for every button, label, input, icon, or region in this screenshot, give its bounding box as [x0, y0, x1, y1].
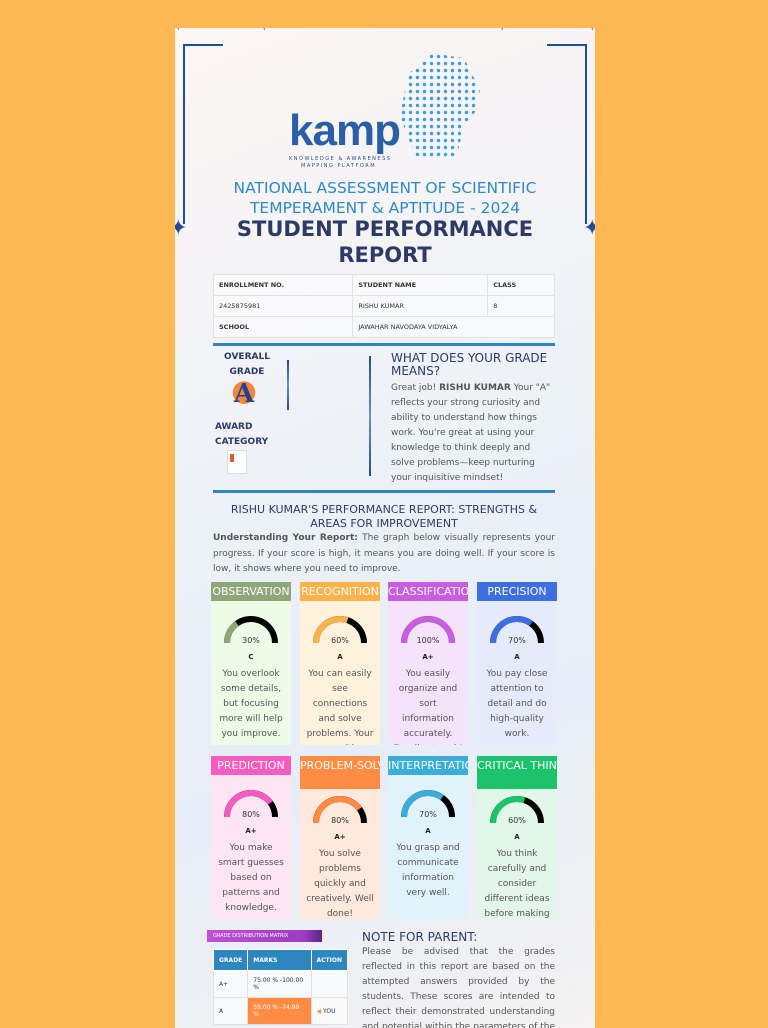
- skill-gauge: 80%: [224, 790, 278, 819]
- skill-name: CRITICAL THINKING: [477, 756, 557, 789]
- performance-heading: RISHU KUMAR'S PERFORMANCE REPORT: STRENG…: [230, 503, 538, 530]
- skill-name: CLASSIFICATION: [388, 582, 468, 601]
- student-name-value: RISHU KUMAR: [352, 295, 489, 317]
- skill-grade: A: [425, 827, 431, 835]
- overall-grade-label: OVERALL GRADE: [224, 352, 270, 377]
- gauge-label: 60%: [331, 636, 349, 645]
- student-info-table: ENROLLMENT NO. STUDENT NAME CLASS 24258759…: [212, 274, 555, 338]
- gauge-label: 30%: [242, 636, 260, 645]
- skill-description: You solve problems quickly and creativel…: [306, 849, 374, 919]
- star-ornament-icon: ✦: [583, 28, 595, 36]
- gauge-fill: [401, 616, 455, 644]
- kamp-logo: kamp KNOWLEDGE & AWARENESS MAPPING PLATF…: [289, 106, 489, 170]
- skill-grade: A+: [422, 653, 434, 661]
- school-value: JAWAHAR NAVODAYA VIDYALYA: [352, 316, 555, 338]
- class-value: 8: [487, 295, 555, 317]
- grade-meaning-heading: WHAT DOES YOUR GRADE MEANS?: [391, 351, 548, 378]
- skill-description: You make smart guesses based on patterns…: [218, 843, 284, 913]
- gauge-fill: [313, 616, 349, 644]
- overall-grade-badge: A: [231, 380, 257, 408]
- skill-card-classification: CLASSIFICATION 100% A+ You easily organi…: [388, 582, 468, 745]
- logo-tagline: KNOWLEDGE & AWARENESS: [289, 156, 392, 162]
- star-ornament-icon: ✦: [583, 216, 595, 241]
- award-certificate-icon: [227, 450, 247, 474]
- note-heading: NOTE FOR PARENT:: [362, 930, 478, 944]
- enrollment-value: 2425875981: [212, 295, 354, 317]
- pointer-left-icon: ◀: [316, 1007, 324, 1015]
- skill-description: You overlook some details, but focusing …: [219, 669, 283, 739]
- skill-description: You pay close attention to detail and do…: [486, 669, 548, 739]
- gauge-fill: [490, 796, 526, 824]
- frame-corner: [547, 44, 587, 224]
- skill-card-interpretation: INTERPRETATION 70% A You grasp and commu…: [388, 756, 468, 919]
- gauge-fill: [224, 790, 273, 818]
- skill-name: PRECISION: [477, 582, 557, 601]
- grade-matrix-title: GRADE DISTRIBUTION MATRIX: [207, 930, 322, 942]
- skill-name: RECOGNITION: [300, 582, 380, 601]
- report-title: STUDENT PERFORMANCE REPORT: [236, 217, 534, 267]
- grade-distribution-table: GRADE MARKS ACTION A+ 75.00 % -100.00 % A 59…: [212, 949, 348, 1025]
- skill-name: PREDICTION: [211, 756, 291, 775]
- skill-gauge: 80%: [313, 796, 367, 825]
- divider-ornament: [369, 356, 371, 476]
- skill-description: You think carefully and consider differe…: [484, 849, 550, 919]
- table-row: A+ 75.00 % -100.00 %: [212, 970, 348, 998]
- skill-grade: A+: [245, 827, 257, 835]
- skill-description: You easily organize and sort information…: [393, 669, 462, 745]
- gauge-fill: [490, 616, 533, 644]
- note-text: Please be advised that the grades reflec…: [362, 947, 555, 1028]
- divider: [213, 343, 555, 346]
- skill-name: OBSERVATION: [211, 582, 291, 601]
- skill-card-prediction: PREDICTION 80% A+ You make smart guesses…: [211, 756, 291, 919]
- gauge-label: 80%: [242, 810, 260, 819]
- skill-grade: C: [248, 653, 254, 661]
- logo-tagline: MAPPING PLATFORM: [301, 163, 377, 169]
- skill-card-critical-thinking: CRITICAL THINKING 60% A You think carefu…: [477, 756, 557, 919]
- skill-gauge: 70%: [490, 616, 544, 645]
- gauge-fill: [313, 796, 362, 824]
- gauge-fill: [401, 790, 444, 818]
- gauge-label: 70%: [419, 810, 437, 819]
- star-ornament-icon: ✦: [175, 216, 188, 241]
- gauge-label: 70%: [508, 636, 526, 645]
- skill-card-precision: PRECISION 70% A You pay close attention …: [477, 582, 557, 745]
- skill-gauge: 60%: [490, 796, 544, 825]
- frame-corner: [183, 44, 223, 224]
- star-ornament-icon: ✦: [493, 28, 511, 36]
- star-ornament-icon: ✦: [255, 28, 273, 36]
- gauge-label: 60%: [508, 816, 526, 825]
- skill-name: INTERPRETATION: [388, 756, 468, 775]
- divider: [213, 490, 555, 493]
- skill-gauge: 100%: [401, 616, 455, 645]
- skill-card-problem-solving: PROBLEM-SOLVING 80% A+ You solve problem…: [300, 756, 380, 919]
- star-ornament-icon: ✦: [175, 28, 187, 36]
- award-category-label: AWARD CATEGORY: [215, 422, 269, 447]
- skill-description: You can easily see connections and solve…: [306, 669, 374, 745]
- skill-grade: A: [337, 653, 343, 661]
- logo-word: kamp: [289, 106, 401, 155]
- skill-card-recognition: RECOGNITION 60% A You can easily see con…: [300, 582, 380, 745]
- gauge-label: 100%: [417, 636, 440, 645]
- assessment-title: NATIONAL ASSESSMENT OF SCIENTIFIC TEMPERA…: [233, 179, 537, 217]
- grade-meaning-text: Great job! RISHU KUMAR Your "A" reflects…: [391, 383, 551, 483]
- report-sheet: ✦ ✦ ✦ ✦ ✦ ✦ kamp KNOWLEDGE & AWARENESS M…: [175, 28, 595, 1028]
- skill-gauge: 30%: [224, 616, 278, 645]
- gauge-label: 80%: [331, 816, 349, 825]
- skill-card-observation: OBSERVATION 30% C You overlook some deta…: [211, 582, 291, 745]
- skill-description: You grasp and communicate information ve…: [396, 843, 460, 898]
- skill-name: PROBLEM-SOLVING: [300, 756, 380, 789]
- skill-gauge: 70%: [401, 790, 455, 819]
- skill-grade: A: [514, 653, 520, 661]
- skill-gauge: 60%: [313, 616, 367, 645]
- skill-grade: A: [514, 833, 520, 841]
- gauge-fill: [224, 621, 239, 644]
- divider-ornament: [287, 360, 289, 410]
- performance-intro: Understanding Your Report: The graph bel…: [213, 533, 555, 574]
- table-row: A 59.00 % -74.99 % ◀ YOU: [212, 997, 348, 1025]
- skill-grade: A+: [334, 833, 346, 841]
